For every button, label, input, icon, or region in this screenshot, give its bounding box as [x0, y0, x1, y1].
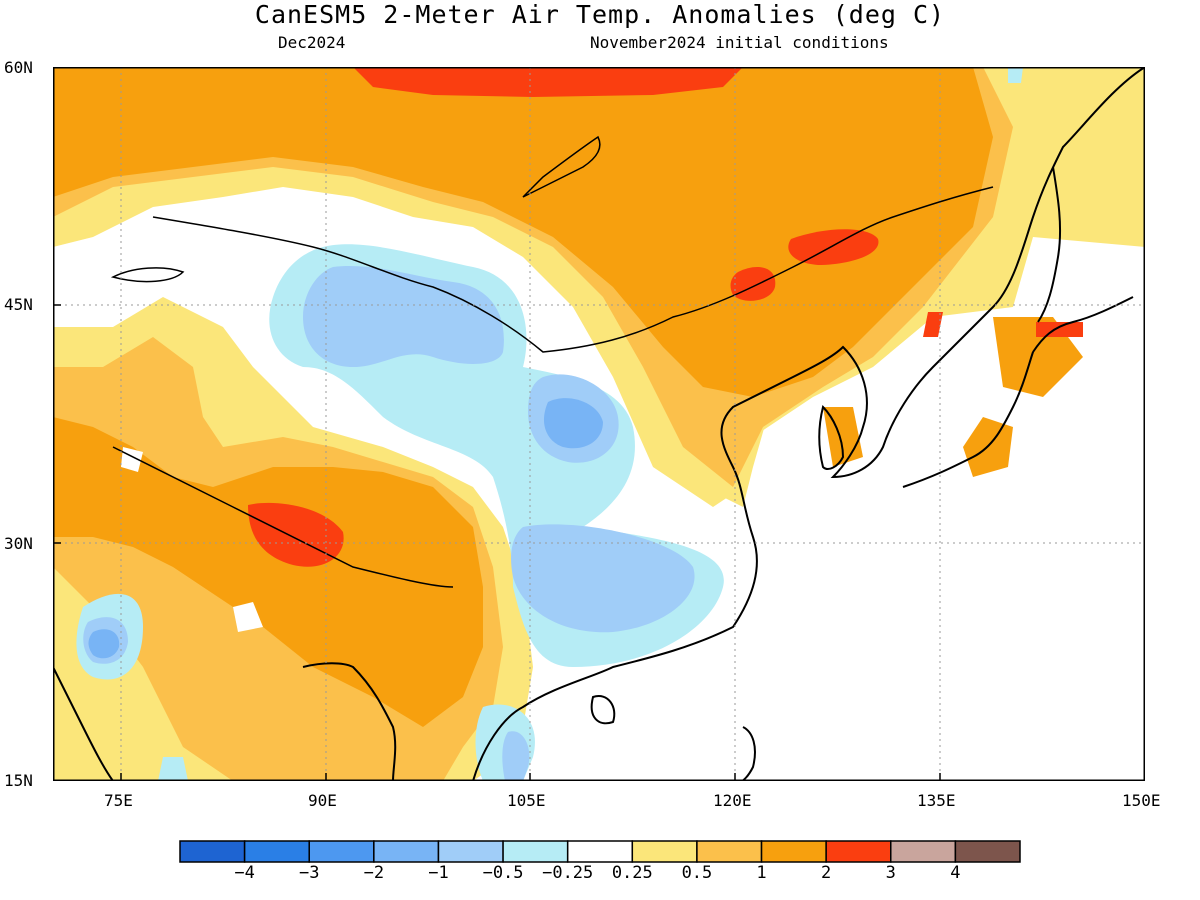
colorbar-label: −0.25	[542, 863, 594, 883]
colorbar-label: −3	[298, 863, 320, 883]
coastlines	[53, 67, 1145, 781]
colorbar-label: −4	[234, 863, 255, 883]
anomaly-shading	[53, 67, 1145, 781]
lat-label-45n: 45N	[4, 295, 33, 314]
colorbar-label: 0.5	[681, 863, 713, 883]
colorbar-box	[502, 840, 569, 863]
colorbar-label: 3	[885, 863, 896, 883]
colorbar-box	[954, 840, 1021, 863]
colorbar-label: 2	[821, 863, 832, 883]
coastline-lake-balkhash	[110, 267, 185, 283]
anomaly-region-1-2	[53, 67, 993, 397]
colorbar-box	[308, 840, 375, 863]
coastline-baikal	[522, 135, 601, 198]
colorbar-label: −0.5	[482, 863, 524, 883]
colorbar-box	[243, 840, 310, 863]
lon-label-105e: 105E	[507, 791, 546, 810]
border-himalaya	[112, 446, 454, 588]
colorbar-box	[373, 840, 440, 863]
coastline-sakhalin	[1037, 166, 1062, 323]
anomaly-region-near-normal	[233, 602, 263, 632]
coastline-korea	[818, 405, 845, 470]
lon-label-120e: 120E	[713, 791, 752, 810]
colorbar-box	[760, 840, 827, 863]
coastline-hainan	[590, 695, 616, 725]
coastline-bay-of-bengal	[302, 662, 397, 781]
lon-label-150e: 150E	[1122, 791, 1161, 810]
axis-ticks	[53, 304, 941, 781]
map-frame	[53, 67, 1145, 781]
valid-month-label: Dec2024	[278, 33, 346, 52]
colorbar-box	[179, 840, 246, 863]
colorbar-box	[825, 840, 892, 863]
anomaly-region-2-3	[923, 312, 943, 337]
init-conditions-label: November2024 initial conditions	[590, 33, 889, 52]
colorbar-label: 1	[756, 863, 767, 883]
anomaly-region-neg0.25-neg0.5	[1008, 67, 1023, 83]
colorbar-label: 4	[950, 863, 961, 883]
colorbar-label: −2	[363, 863, 385, 883]
coastline-india	[53, 666, 114, 781]
gridlines	[53, 67, 1145, 781]
anomaly-region-1-2	[53, 417, 483, 727]
border-china	[152, 186, 994, 353]
anomaly-map	[53, 67, 1145, 781]
anomaly-region-neg0.5-neg1	[303, 265, 504, 367]
colorbar-box	[631, 840, 698, 863]
anomaly-region-neg1-neg2	[88, 629, 120, 659]
colorbar-box	[696, 840, 763, 863]
colorbar-boxes	[179, 840, 1021, 863]
anomaly-region-neg1-neg2	[543, 398, 603, 449]
anomaly-region-2-3	[1036, 322, 1083, 337]
lon-label-135e: 135E	[917, 791, 956, 810]
anomaly-region-neg0.25-neg0.5	[158, 757, 188, 781]
lon-label-75e: 75E	[104, 791, 133, 810]
colorbar-box	[437, 840, 504, 863]
lon-label-90e: 90E	[308, 791, 337, 810]
lat-label-30n: 30N	[4, 534, 33, 553]
map-title: CanESM5 2-Meter Air Temp. Anomalies (deg…	[254, 0, 946, 29]
colorbar-box	[890, 840, 957, 863]
lat-label-15n: 15N	[4, 771, 33, 790]
coastline-east-asia	[472, 67, 1145, 781]
colorbar-label: 0.25	[611, 863, 653, 883]
colorbar-label: −1	[428, 863, 449, 883]
colorbar-box	[566, 840, 634, 863]
lat-label-60n: 60N	[4, 58, 33, 77]
anomaly-region-2-3	[353, 67, 743, 97]
anomaly-region-neg0.5-neg1	[502, 731, 530, 781]
anomaly-region-neg0.5-neg1	[511, 524, 695, 633]
anomaly-region-2-3	[788, 229, 879, 265]
